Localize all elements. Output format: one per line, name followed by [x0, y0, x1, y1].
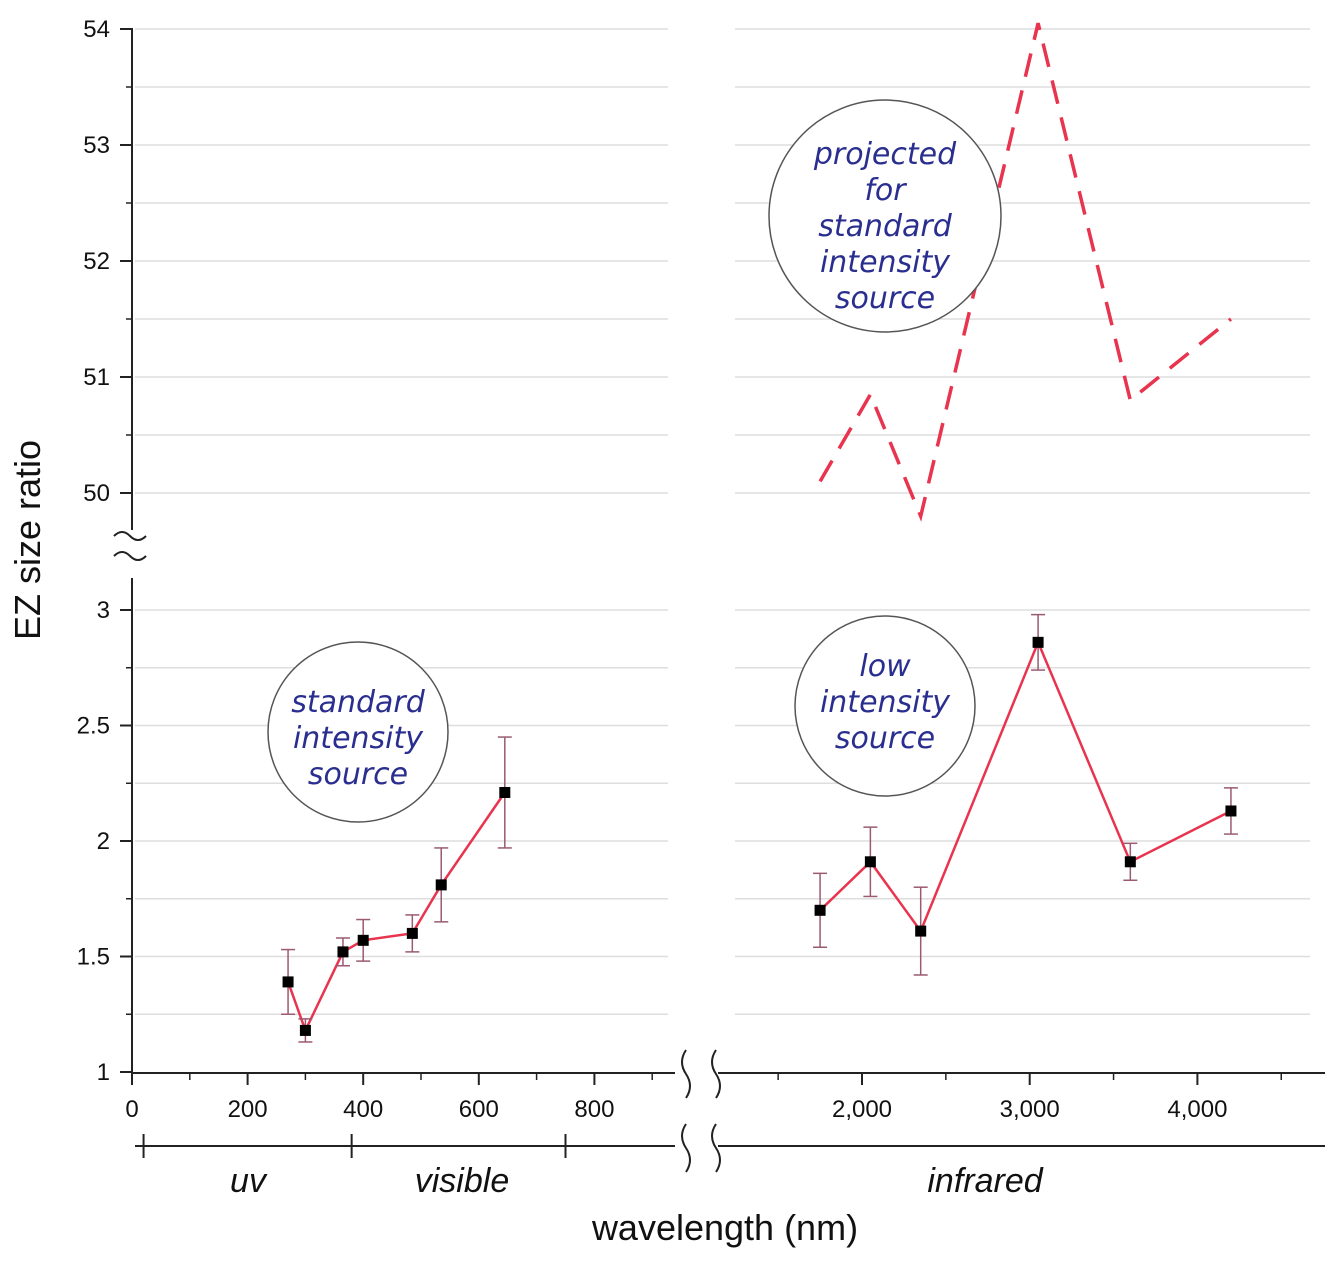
data-point [337, 946, 349, 958]
annotation-text: source [835, 281, 935, 316]
axes: 1 1.5 2 2.5 3 50 51 52 53 54 0 200 400 600 800 2,000 3,0… [77, 16, 1325, 1200]
x-tick-label: 3,000 [1000, 1096, 1060, 1123]
y-axis-break-icon [113, 531, 147, 561]
annotation-text: low [859, 649, 911, 684]
y-tick-label: 1.5 [77, 944, 110, 971]
series-line-2 [818, 22, 1232, 522]
y-tick-label: 2 [97, 828, 110, 855]
annotation-text: source [835, 721, 935, 756]
series [281, 22, 1238, 1043]
data-point [915, 925, 927, 937]
annotations: standardintensitysourcelowintensitysourc… [267, 99, 1002, 823]
x-tick-label: 2,000 [832, 1096, 892, 1123]
series-line-0 [286, 791, 506, 1034]
annotation-text: standard [818, 209, 953, 244]
annotation-text: projected [813, 137, 957, 172]
region-bar-break-icon [681, 1123, 721, 1173]
annotation-text: standard [291, 685, 426, 720]
data-point [282, 976, 294, 988]
region-label-infrared: infrared [927, 1162, 1043, 1200]
data-point [1124, 856, 1136, 868]
annotation-circle-low-intensity [794, 615, 976, 797]
data-point [499, 786, 511, 798]
data-point [1225, 805, 1237, 817]
region-label-uv: uv [230, 1162, 268, 1200]
x-tick-label: 600 [459, 1096, 499, 1123]
annotation-circle-projected [768, 99, 1002, 333]
x-tick-label: 200 [228, 1096, 268, 1123]
y-axis-title: EZ size ratio [7, 440, 48, 640]
y-tick-label: 2.5 [77, 713, 110, 740]
x-axis-break-icon [681, 1049, 721, 1099]
annotation-text: for [864, 173, 907, 208]
series-line-1 [819, 639, 1232, 934]
y-tick-label: 51 [83, 364, 110, 391]
x-tick-label: 800 [574, 1096, 614, 1123]
data-point [814, 904, 826, 916]
x-axis-title: wavelength (nm) [591, 1207, 858, 1248]
annotation-text: source [308, 757, 408, 792]
y-tick-label: 1 [97, 1059, 110, 1086]
annotation-text: intensity [293, 721, 424, 756]
annotation-text: intensity [820, 685, 951, 720]
y-tick-label: 50 [83, 480, 110, 507]
region-label-visible: visible [415, 1162, 509, 1200]
x-tick-label: 400 [343, 1096, 383, 1123]
annotation-circle-standard-intensity [267, 641, 449, 823]
y-tick-label: 54 [83, 16, 110, 43]
data-point [435, 879, 447, 891]
annotation-text: intensity [820, 245, 951, 280]
y-tick-label: 3 [97, 597, 110, 624]
data-point [406, 927, 418, 939]
x-tick-label: 4,000 [1167, 1096, 1227, 1123]
data-point [357, 934, 369, 946]
data-point [299, 1024, 311, 1036]
data-point [1032, 636, 1044, 648]
data-point [864, 856, 876, 868]
y-tick-label: 52 [83, 248, 110, 275]
x-tick-label: 0 [125, 1096, 138, 1123]
y-tick-label: 53 [83, 132, 110, 159]
